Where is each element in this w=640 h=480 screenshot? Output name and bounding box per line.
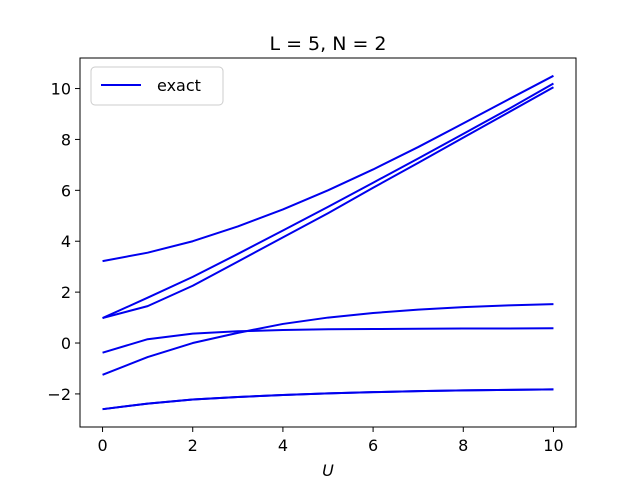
x-tick-label: 10 — [543, 436, 563, 455]
y-tick-label: 8 — [61, 130, 71, 149]
series-line-4 — [102, 327, 554, 354]
x-tick-label: 0 — [97, 436, 107, 455]
x-tick-label: 2 — [188, 436, 198, 455]
y-tick-label: 2 — [61, 283, 71, 302]
legend-box — [90, 66, 224, 106]
series-line-6 — [102, 82, 554, 319]
legend-label-exact: exact — [157, 76, 201, 95]
series-line-3 — [102, 303, 554, 376]
y-tick-label: −2 — [47, 385, 71, 404]
x-tick-label: 8 — [458, 436, 468, 455]
legend: exact — [90, 66, 224, 106]
y-tick-label: 0 — [61, 334, 71, 353]
series-line-5 — [102, 86, 554, 320]
y-tick-label: 4 — [61, 232, 71, 251]
chart-title: L = 5, N = 2 — [269, 33, 386, 55]
series-line-7 — [102, 74, 554, 263]
x-tick-label: 6 — [368, 436, 378, 455]
ticks-layer: 0 2 4 6 8 10 −2 0 2 4 6 8 10 — [47, 80, 563, 455]
plot-frame — [79, 57, 577, 428]
x-axis-label: U — [322, 461, 334, 480]
y-tick-label: 6 — [61, 181, 71, 200]
y-tick-label: 10 — [51, 80, 71, 99]
series-line-2 — [102, 388, 554, 411]
series-layer — [102, 74, 554, 411]
x-tick-label: 4 — [278, 436, 288, 455]
